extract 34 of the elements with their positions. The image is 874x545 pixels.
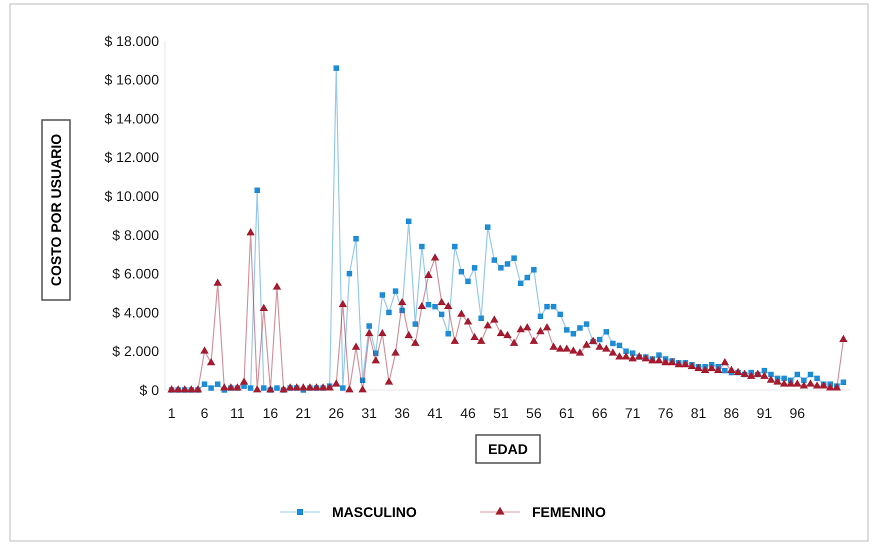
x-tick-label: 16: [262, 405, 278, 421]
x-tick-label: 36: [394, 405, 410, 421]
y-tick-label: $ 2.000: [112, 343, 160, 360]
y-tick-label: $ 0: [140, 382, 160, 398]
legend-label: FEMENINO: [532, 504, 606, 520]
x-tick-label: 96: [790, 405, 806, 421]
y-tick-label: $ 14.000: [104, 110, 160, 126]
x-tick-label: 81: [690, 405, 707, 421]
x-tick-label: 71: [624, 405, 641, 421]
y-tick-label: $ 16.000: [104, 72, 160, 88]
x-tick-label: 61: [558, 405, 575, 421]
y-tick-label: $ 4.000: [112, 304, 160, 320]
x-tick-label: 11: [230, 405, 245, 421]
x-tick-label: 21: [296, 405, 312, 421]
x-tick-label: 66: [592, 405, 608, 421]
x-tick-label: 6: [200, 405, 209, 421]
y-tick-label: $ 12.000: [104, 149, 160, 166]
y-tick-label: $ 18.000: [104, 32, 160, 49]
x-tick-label: 41: [427, 405, 444, 421]
x-tick-label: 56: [526, 405, 542, 421]
x-axis-title: EDAD: [488, 441, 528, 457]
y-tick-label: $ 8.000: [112, 226, 160, 243]
x-tick-label: 76: [658, 405, 674, 421]
x-tick-label: 46: [460, 405, 476, 421]
y-axis-title: COSTO POR USUARIO: [48, 134, 64, 286]
x-tick-label: 91: [756, 405, 772, 421]
legend-label: MASCULINO: [332, 504, 417, 520]
x-tick-label: 31: [361, 405, 378, 421]
x-tick-label: 26: [328, 405, 344, 421]
y-tick-label: $ 10.000: [104, 188, 160, 204]
y-tick-label: $ 6.000: [112, 266, 160, 282]
x-tick-label: 1: [168, 405, 176, 421]
x-tick-label: 51: [493, 405, 509, 421]
x-tick-label: 86: [724, 405, 740, 421]
